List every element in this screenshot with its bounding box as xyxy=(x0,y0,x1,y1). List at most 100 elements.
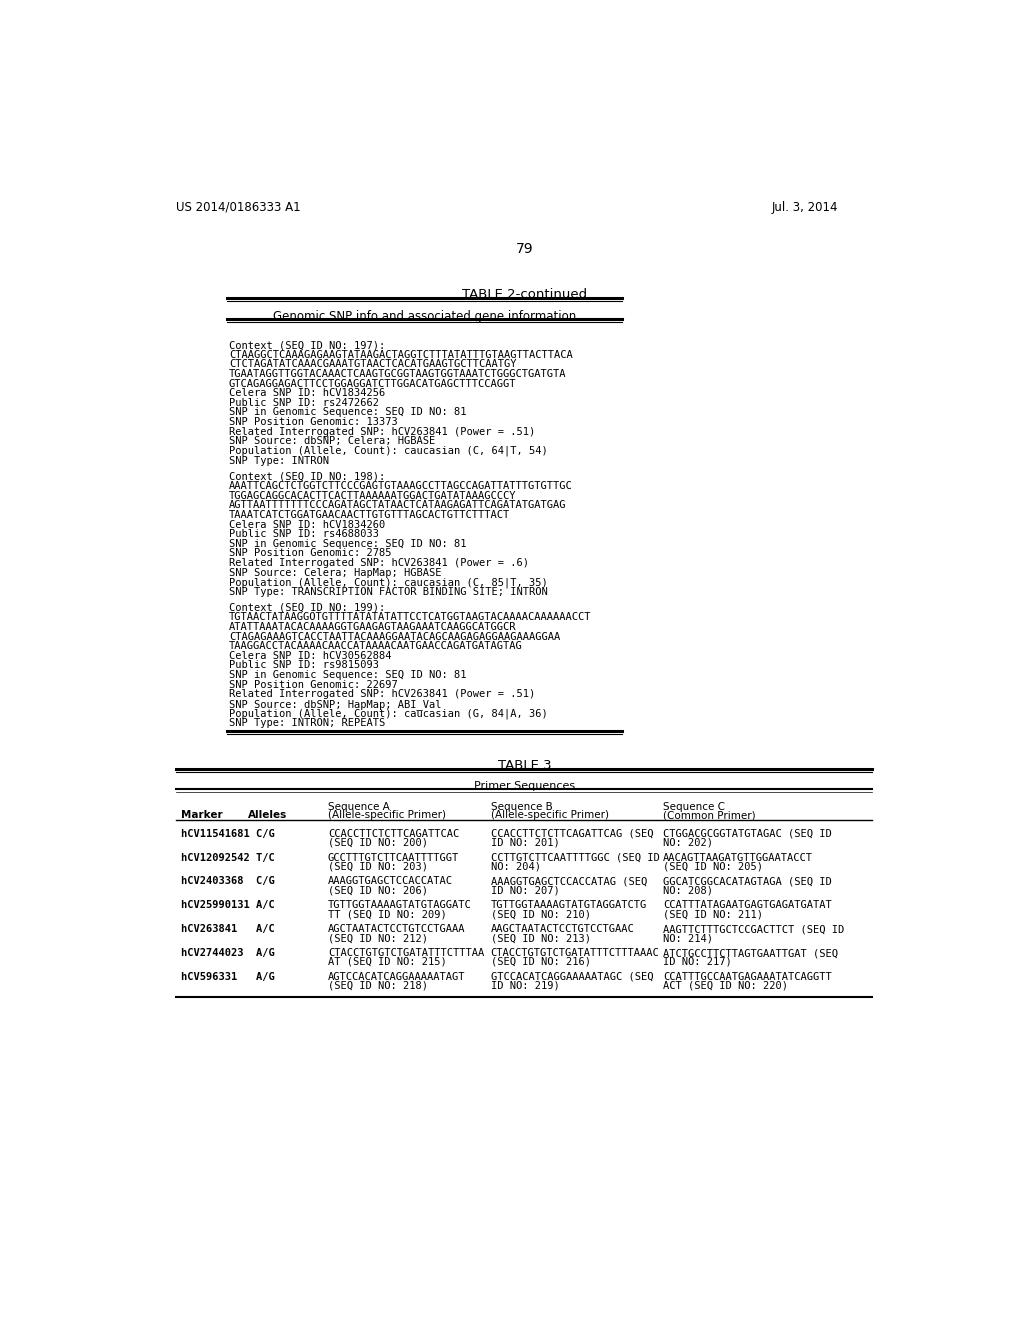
Text: NO: 204): NO: 204) xyxy=(490,862,541,871)
Text: NO: 202): NO: 202) xyxy=(663,838,713,847)
Text: AAAGGTGAGCTCCACCATAG (SEQ: AAAGGTGAGCTCCACCATAG (SEQ xyxy=(490,876,647,887)
Text: AAGCTAATACTCCTGTCCTGAAC: AAGCTAATACTCCTGTCCTGAAC xyxy=(490,924,635,935)
Text: Marker: Marker xyxy=(180,810,222,820)
Text: Sequence C: Sequence C xyxy=(663,801,725,812)
Text: TGGAGCAGGCACACTTCACTTAAAAAATGGACTGATATAAAGCCCY: TGGAGCAGGCACACTTCACTTAAAAAATGGACTGATATAA… xyxy=(228,491,516,500)
Text: CTAGAGAAAGTCACCTAATTACAAAGGAATACAGCAAGAGAGGAAGAAAGGAA: CTAGAGAAAGTCACCTAATTACAAAGGAATACAGCAAGAG… xyxy=(228,631,560,642)
Text: (SEQ ID NO: 211): (SEQ ID NO: 211) xyxy=(663,909,763,919)
Text: Public SNP ID: rs9815093: Public SNP ID: rs9815093 xyxy=(228,660,379,671)
Text: (Allele-specific Primer): (Allele-specific Primer) xyxy=(328,810,445,820)
Text: (SEQ ID NO: 206): (SEQ ID NO: 206) xyxy=(328,886,428,895)
Text: SNP Position Genomic: 22697: SNP Position Genomic: 22697 xyxy=(228,680,397,689)
Text: ID NO: 217): ID NO: 217) xyxy=(663,957,731,966)
Text: TGTTGGTAAAAGTATGTAGGATCTG: TGTTGGTAAAAGTATGTAGGATCTG xyxy=(490,900,647,911)
Text: Celera SNP ID: hCV1834260: Celera SNP ID: hCV1834260 xyxy=(228,520,385,529)
Text: TAAGGACCTACAAAACAACCATAAAACAATGAACCAGATGATAGTAG: TAAGGACCTACAAAACAACCATAAAACAATGAACCAGATG… xyxy=(228,642,522,651)
Text: CCTTGTCTTCAATTTTGGC (SEQ ID: CCTTGTCTTCAATTTTGGC (SEQ ID xyxy=(490,853,659,862)
Text: (SEQ ID NO: 205): (SEQ ID NO: 205) xyxy=(663,862,763,871)
Text: SNP Source: dbSNP; Celera; HGBASE: SNP Source: dbSNP; Celera; HGBASE xyxy=(228,437,435,446)
Text: SNP Type: INTRON: SNP Type: INTRON xyxy=(228,455,329,466)
Text: GCCTTTGTCTTCAATTTTGGT: GCCTTTGTCTTCAATTTTGGT xyxy=(328,853,459,862)
Text: SNP Position Genomic: 13373: SNP Position Genomic: 13373 xyxy=(228,417,397,428)
Text: CCACCTTCTCTTCAGATTCAG (SEQ: CCACCTTCTCTTCAGATTCAG (SEQ xyxy=(490,829,653,838)
Text: ATATTAAATACACAAAAGGTGAAGAGTAAGAAATCAAGGCATGGCR: ATATTAAATACACAAAAGGTGAAGAGTAAGAAATCAAGGC… xyxy=(228,622,516,632)
Text: Alleles: Alleles xyxy=(248,810,288,820)
Text: AGTCCACATCAGGAAAAATAGT: AGTCCACATCAGGAAAAATAGT xyxy=(328,972,466,982)
Text: AACAGTTAAGATGTTGGAATACCT: AACAGTTAAGATGTTGGAATACCT xyxy=(663,853,813,862)
Text: Public SNP ID: rs4688033: Public SNP ID: rs4688033 xyxy=(228,529,379,539)
Text: Population (Allele, Count): caucasian (C, 64|T, 54): Population (Allele, Count): caucasian (C… xyxy=(228,446,548,457)
Text: Context (SEQ ID NO: 198):: Context (SEQ ID NO: 198): xyxy=(228,471,385,482)
Text: CCATTTATAGAATGAGTGAGATGATAT: CCATTTATAGAATGAGTGAGATGATAT xyxy=(663,900,831,911)
Text: hCV263841   A/C: hCV263841 A/C xyxy=(180,924,274,935)
Text: (SEQ ID NO: 210): (SEQ ID NO: 210) xyxy=(490,909,591,919)
Text: TGTTGGTAAAAGTATGTAGGATC: TGTTGGTAAAAGTATGTAGGATC xyxy=(328,900,472,911)
Text: Genomic SNP info and associated gene information: Genomic SNP info and associated gene inf… xyxy=(273,310,577,323)
Text: CTACCTGTGTCTGATATTTCTTTAAAC: CTACCTGTGTCTGATATTTCTTTAAAC xyxy=(490,948,659,958)
Text: CCACCTTCTCTTCAGATTCAC: CCACCTTCTCTTCAGATTCAC xyxy=(328,829,459,838)
Text: (Common Primer): (Common Primer) xyxy=(663,810,756,820)
Text: NO: 208): NO: 208) xyxy=(663,886,713,895)
Text: Context (SEQ ID NO: 199):: Context (SEQ ID NO: 199): xyxy=(228,603,385,612)
Text: TABLE 3: TABLE 3 xyxy=(498,759,552,772)
Text: ID NO: 201): ID NO: 201) xyxy=(490,838,559,847)
Text: 79: 79 xyxy=(516,242,534,256)
Text: (SEQ ID NO: 203): (SEQ ID NO: 203) xyxy=(328,862,428,871)
Text: hCV596331   A/G: hCV596331 A/G xyxy=(180,972,274,982)
Text: (SEQ ID NO: 218): (SEQ ID NO: 218) xyxy=(328,981,428,991)
Text: TGTAACTATAAGGOTGTTTTATATATATTCCTCATGGTAAGTACAAAACAAAAAACCT: TGTAACTATAAGGOTGTTTTATATATATTCCTCATGGTAA… xyxy=(228,612,591,622)
Text: SNP Source: Celera; HapMap; HGBASE: SNP Source: Celera; HapMap; HGBASE xyxy=(228,568,441,578)
Text: hCV2744023  A/G: hCV2744023 A/G xyxy=(180,948,274,958)
Text: Sequence A: Sequence A xyxy=(328,801,390,812)
Text: ID NO: 207): ID NO: 207) xyxy=(490,886,559,895)
Text: Public SNP ID: rs2472662: Public SNP ID: rs2472662 xyxy=(228,397,379,408)
Text: SNP in Genomic Sequence: SEQ ID NO: 81: SNP in Genomic Sequence: SEQ ID NO: 81 xyxy=(228,539,466,549)
Text: Related Interrogated SNP: hCV263841 (Power = .51): Related Interrogated SNP: hCV263841 (Pow… xyxy=(228,689,535,700)
Text: NO: 214): NO: 214) xyxy=(663,933,713,942)
Text: Celera SNP ID: hCV1834256: Celera SNP ID: hCV1834256 xyxy=(228,388,385,399)
Text: SNP Type: TRANSCRIPTION FACTOR BINDING SITE; INTRON: SNP Type: TRANSCRIPTION FACTOR BINDING S… xyxy=(228,587,548,597)
Text: US 2014/0186333 A1: US 2014/0186333 A1 xyxy=(176,201,301,214)
Text: AGTTAATTTTTTTCCCAGATAGCTATAACTCATAAGAGATTCAGATATGATGAG: AGTTAATTTTTTTCCCAGATAGCTATAACTCATAAGAGAT… xyxy=(228,500,566,511)
Text: AAATTCAGCTCTGGTCTTCCCGAGTGTAAAGCCTTAGCCAGATTATTTGTGTTGC: AAATTCAGCTCTGGTCTTCCCGAGTGTAAAGCCTTAGCCA… xyxy=(228,480,572,491)
Text: Population (Allele, Count): caucasian (G, 84|A, 36): Population (Allele, Count): caucasian (G… xyxy=(228,709,548,719)
Text: AT (SEQ ID NO: 215): AT (SEQ ID NO: 215) xyxy=(328,957,446,966)
Text: ATCTGCCTTCTTAGTGAATTGAT (SEQ: ATCTGCCTTCTTAGTGAATTGAT (SEQ xyxy=(663,948,838,958)
Text: Population (Allele, Count): caucasian (C, 85|T, 35): Population (Allele, Count): caucasian (C… xyxy=(228,577,548,587)
Text: AAAGGTGAGCTCCACCATAC: AAAGGTGAGCTCCACCATAC xyxy=(328,876,453,887)
Text: TABLE 2-continued: TABLE 2-continued xyxy=(462,288,588,301)
Text: CCATTTGCCAATGAGAAATATCAGGTT: CCATTTGCCAATGAGAAATATCAGGTT xyxy=(663,972,831,982)
Text: SNP Source: dbSNP; HapMap; ABI_Val: SNP Source: dbSNP; HapMap; ABI_Val xyxy=(228,700,441,710)
Text: SNP Type: INTRON; REPEATS: SNP Type: INTRON; REPEATS xyxy=(228,718,385,729)
Text: hCV11541681 C/G: hCV11541681 C/G xyxy=(180,829,274,838)
Text: CTACCTGTGTCTGATATTTCTTTAA: CTACCTGTGTCTGATATTTCTTTAA xyxy=(328,948,484,958)
Text: SNP in Genomic Sequence: SEQ ID NO: 81: SNP in Genomic Sequence: SEQ ID NO: 81 xyxy=(228,408,466,417)
Text: AGCTAATACTCCTGTCCTGAAA: AGCTAATACTCCTGTCCTGAAA xyxy=(328,924,466,935)
Text: (SEQ ID NO: 216): (SEQ ID NO: 216) xyxy=(490,957,591,966)
Text: CTCTAGATATCAAACGAAATGTAACTCACATGAAGTGCTTCAATGY: CTCTAGATATCAAACGAAATGTAACTCACATGAAGTGCTT… xyxy=(228,359,516,370)
Text: TGAATAGGTTGGTACAAACTCAAGTGCGGTAAGTGGTAAATCTGGGCTGATGTA: TGAATAGGTTGGTACAAACTCAAGTGCGGTAAGTGGTAAA… xyxy=(228,370,566,379)
Text: (SEQ ID NO: 212): (SEQ ID NO: 212) xyxy=(328,933,428,942)
Text: (SEQ ID NO: 200): (SEQ ID NO: 200) xyxy=(328,838,428,847)
Text: TAAATCATCTGGATGAACAACTTGTGTTTAGCACTGTTCTTTACT: TAAATCATCTGGATGAACAACTTGTGTTTAGCACTGTTCT… xyxy=(228,510,510,520)
Text: ACT (SEQ ID NO: 220): ACT (SEQ ID NO: 220) xyxy=(663,981,787,991)
Text: Sequence B: Sequence B xyxy=(490,801,553,812)
Text: hCV25990131 A/C: hCV25990131 A/C xyxy=(180,900,274,911)
Text: Celera SNP ID: hCV30562884: Celera SNP ID: hCV30562884 xyxy=(228,651,391,661)
Text: SNP in Genomic Sequence: SEQ ID NO: 81: SNP in Genomic Sequence: SEQ ID NO: 81 xyxy=(228,671,466,680)
Text: ID NO: 219): ID NO: 219) xyxy=(490,981,559,991)
Text: GTCCACATCAGGAAAAATAGC (SEQ: GTCCACATCAGGAAAAATAGC (SEQ xyxy=(490,972,653,982)
Text: GTCAGAGGAGACTTCCTGGAGGATCTTGGACATGAGCTTTCCAGGT: GTCAGAGGAGACTTCCTGGAGGATCTTGGACATGAGCTTT… xyxy=(228,379,516,388)
Text: SNP Position Genomic: 2785: SNP Position Genomic: 2785 xyxy=(228,548,391,558)
Text: Related Interrogated SNP: hCV263841 (Power = .51): Related Interrogated SNP: hCV263841 (Pow… xyxy=(228,426,535,437)
Text: GGCATCGGCACATAGTAGA (SEQ ID: GGCATCGGCACATAGTAGA (SEQ ID xyxy=(663,876,831,887)
Text: Primer Sequences: Primer Sequences xyxy=(474,781,575,791)
Text: CTGGACGCGGTATGTAGAC (SEQ ID: CTGGACGCGGTATGTAGAC (SEQ ID xyxy=(663,829,831,838)
Text: TT (SEQ ID NO: 209): TT (SEQ ID NO: 209) xyxy=(328,909,446,919)
Text: AAGTTCTTTGCTCCGACTTCT (SEQ ID: AAGTTCTTTGCTCCGACTTCT (SEQ ID xyxy=(663,924,844,935)
Text: (Allele-specific Primer): (Allele-specific Primer) xyxy=(490,810,608,820)
Text: Related Interrogated SNP: hCV263841 (Power = .6): Related Interrogated SNP: hCV263841 (Pow… xyxy=(228,558,528,568)
Text: CTAAGGCTCAAAGAGAAGTATAAGACTAGGTCTTTATATTTGTAAGTTACTTACA: CTAAGGCTCAAAGAGAAGTATAAGACTAGGTCTTTATATT… xyxy=(228,350,572,360)
Text: hCV2403368  C/G: hCV2403368 C/G xyxy=(180,876,274,887)
Text: (SEQ ID NO: 213): (SEQ ID NO: 213) xyxy=(490,933,591,942)
